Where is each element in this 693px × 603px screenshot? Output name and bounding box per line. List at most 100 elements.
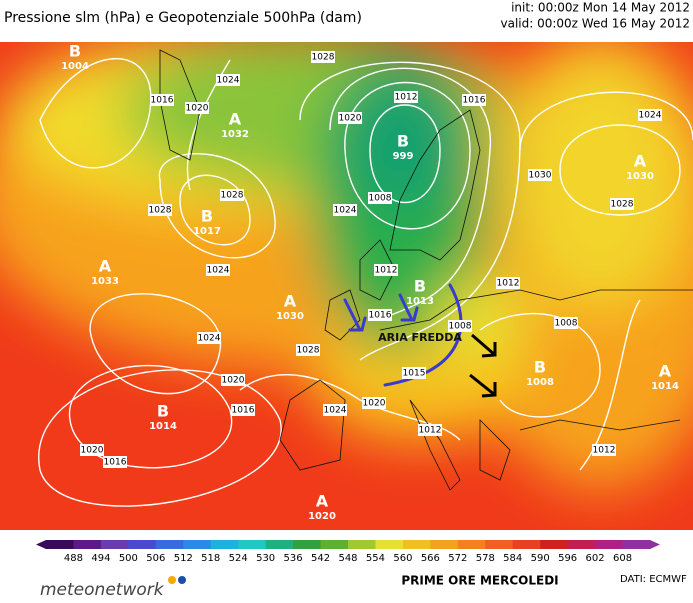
isobar-label-bg xyxy=(592,444,616,456)
colorbar-end xyxy=(36,540,46,549)
isobar-label-bg xyxy=(374,264,398,276)
colorbar-tick: 530 xyxy=(256,553,275,564)
center-letter: B xyxy=(69,42,81,61)
isobar-label-bg xyxy=(462,94,486,106)
colorbar-tick: 566 xyxy=(421,553,440,564)
isobar-label: 1028 xyxy=(297,346,320,356)
center-pressure: 1004 xyxy=(61,61,89,72)
colorbar-swatch xyxy=(100,540,129,549)
center-letter: A xyxy=(229,110,242,129)
isobar-label: 1016 xyxy=(369,311,392,321)
isobar-label-bg xyxy=(368,192,392,204)
source: DATI: ECMWF xyxy=(620,574,687,585)
isobar-label: 1028 xyxy=(221,191,244,201)
isobar-label: 1028 xyxy=(312,53,335,63)
center-pressure: 999 xyxy=(393,151,414,162)
center-letter: B xyxy=(414,277,426,296)
colorbar-swatch xyxy=(293,540,322,549)
colorbar-swatch xyxy=(457,540,486,549)
title: Pressione slm (hPa) e Geopotenziale 500h… xyxy=(4,10,362,26)
isobar-label: 1012 xyxy=(375,266,398,276)
isobar-label: 1020 xyxy=(81,446,104,456)
isobar-label: 1028 xyxy=(611,200,634,210)
colorbar-tick: 554 xyxy=(366,553,385,564)
isobar-label: 1008 xyxy=(555,319,578,329)
isobars xyxy=(38,58,693,507)
center-pressure: 1030 xyxy=(626,171,654,182)
isobar-label-bg xyxy=(103,456,127,468)
colorbar-tick: 596 xyxy=(558,553,577,564)
isobar-label-bg xyxy=(610,198,634,210)
isobar-label: 1016 xyxy=(232,406,255,416)
colorbar-swatch xyxy=(46,540,74,549)
center-letter: B xyxy=(534,358,546,377)
colorbar-swatch xyxy=(375,540,404,549)
colorbar-swatch xyxy=(265,540,294,549)
isobar-label: 1008 xyxy=(369,194,392,204)
colorbar-tick: 590 xyxy=(531,553,550,564)
isobar-label-bg xyxy=(150,94,174,106)
center-pressure: 1013 xyxy=(406,296,434,307)
isobar-label: 1016 xyxy=(463,96,486,106)
colorbar-tick: 560 xyxy=(393,553,412,564)
center-letter: A xyxy=(316,492,329,511)
isobar-label: 1024 xyxy=(198,334,221,344)
isobar-label: 1012 xyxy=(395,93,418,103)
logo-dot xyxy=(168,576,176,584)
colorbar-swatch xyxy=(155,540,184,549)
isobar-label: 1020 xyxy=(222,376,245,386)
isobar-label-bg xyxy=(311,51,335,63)
isobar-label-bg xyxy=(418,424,442,436)
isobar-label: 1028 xyxy=(149,206,172,216)
colorbar-tick: 536 xyxy=(284,553,303,564)
valid-time: valid: 00:00z Wed 16 May 2012 xyxy=(500,17,690,31)
isobar-label-bg xyxy=(206,264,230,276)
isobar-label-bg xyxy=(338,112,362,124)
logo-dot xyxy=(178,576,186,584)
colorbar-swatch xyxy=(210,540,239,549)
isobar-label-bg xyxy=(554,317,578,329)
center-pressure: 1020 xyxy=(308,511,336,522)
colorbar-tick: 518 xyxy=(201,553,220,564)
center-letter: A xyxy=(284,292,297,311)
coastlines xyxy=(159,49,693,491)
center-pressure: 1032 xyxy=(221,129,249,140)
isobar-label: 1020 xyxy=(363,399,386,409)
isobar-label: 1012 xyxy=(497,279,520,289)
isobar-label-bg xyxy=(368,309,392,321)
isobar-label-bg xyxy=(197,332,221,344)
isobar-label-bg xyxy=(221,374,245,386)
colorbar-tick: 578 xyxy=(476,553,495,564)
colorbar-swatch xyxy=(238,540,267,549)
isobar-label: 1020 xyxy=(186,104,209,114)
center-letter: A xyxy=(634,152,647,171)
colorbar-tick: 548 xyxy=(338,553,357,564)
isobar-label-bg xyxy=(496,277,520,289)
isobar-label-bg xyxy=(638,109,662,121)
isobar-label-bg xyxy=(216,74,240,86)
colorbar-swatch xyxy=(567,540,596,549)
colorbar-swatch xyxy=(512,540,541,549)
colorbar-swatch xyxy=(320,540,349,549)
colorbar-tick: 494 xyxy=(91,553,110,564)
isobar-label-bg xyxy=(148,204,172,216)
colorbar-swatch xyxy=(595,540,624,549)
annotation: ARIA FREDDA xyxy=(378,331,462,344)
center-pressure: 1017 xyxy=(193,226,221,237)
isobar-label-bg xyxy=(528,169,552,181)
isobar-label: 1012 xyxy=(593,446,616,456)
colorbar-tick: 608 xyxy=(613,553,632,564)
isobar-label: 1024 xyxy=(334,206,357,216)
colorbar-tick: 524 xyxy=(229,553,248,564)
isobar-label: 1012 xyxy=(419,426,442,436)
isobar-label-bg xyxy=(80,444,104,456)
caption: PRIME ORE MERCOLEDI xyxy=(401,574,558,588)
isobar-label: 1024 xyxy=(217,76,240,86)
isobar-label-bg xyxy=(362,397,386,409)
isobar-label-bg xyxy=(220,189,244,201)
colorbar-tick: 584 xyxy=(503,553,522,564)
isobar-label: 1024 xyxy=(639,111,662,121)
isobar-label: 1016 xyxy=(104,458,127,468)
center-pressure: 1014 xyxy=(651,381,679,392)
